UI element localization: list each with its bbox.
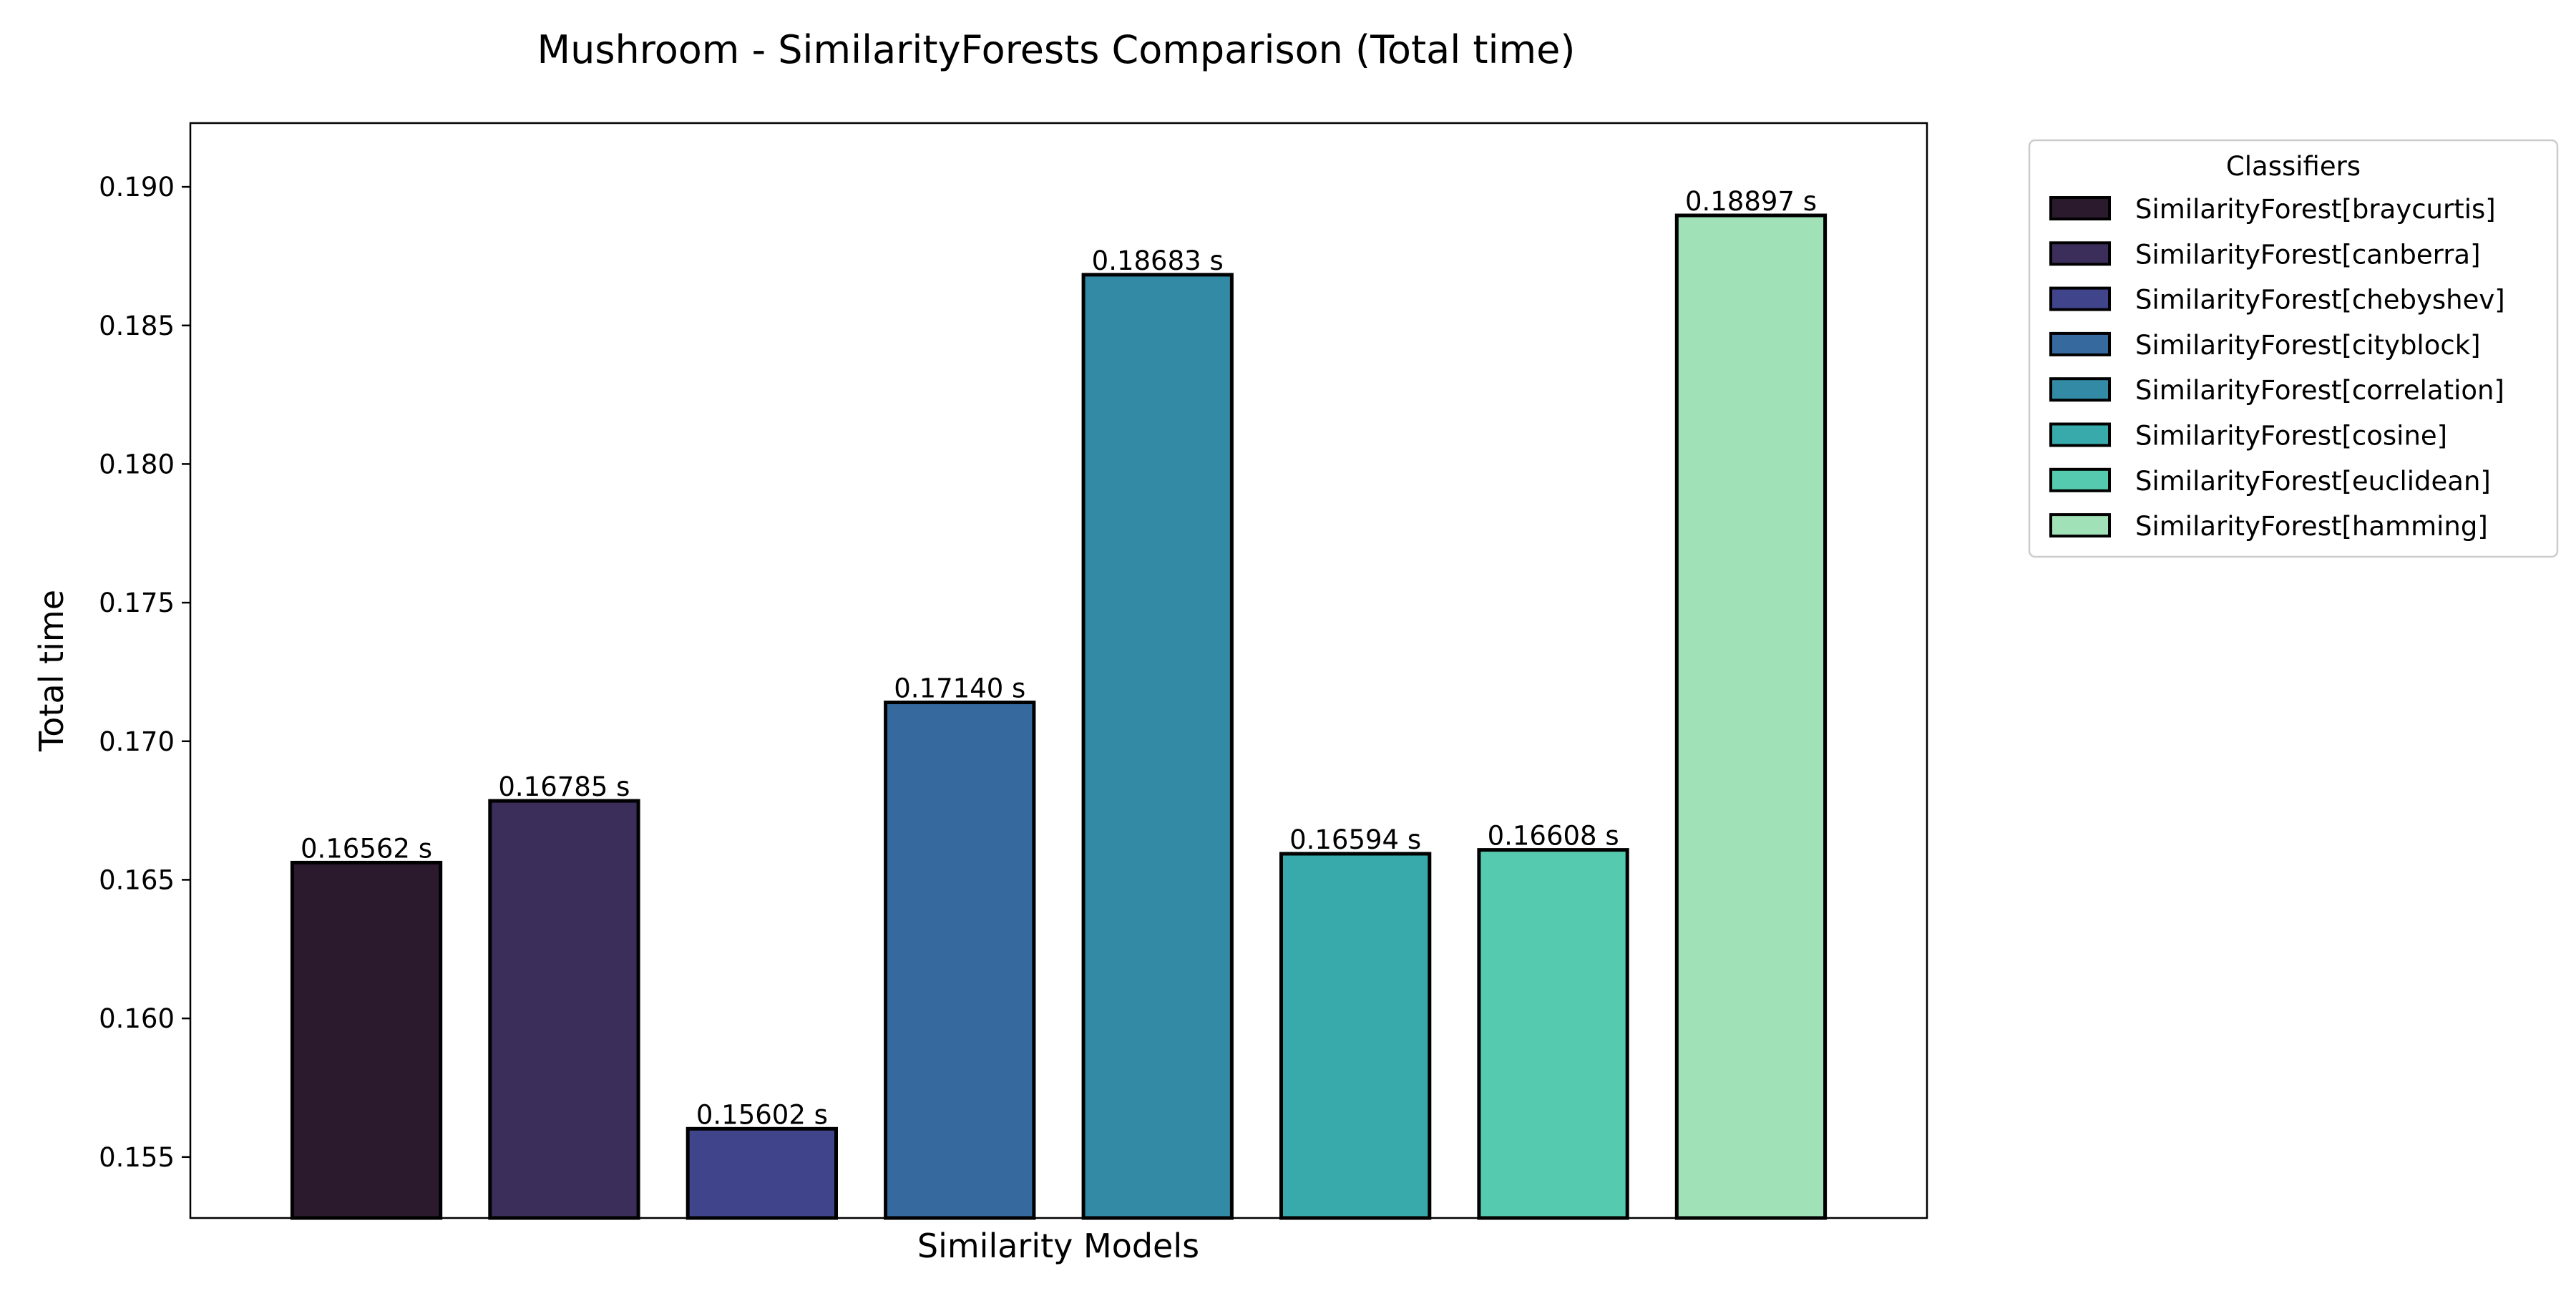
legend-swatch-5 (2049, 377, 2111, 402)
legend-label-2: SimilarityForest[canberra] (2135, 239, 2481, 270)
legend: Classifiers SimilarityForest[braycurtis]… (2028, 139, 2559, 558)
legend-swatch-4 (2049, 331, 2111, 356)
legend-label-7: SimilarityForest[euclidean] (2135, 466, 2491, 497)
data-label-6: 0.16594 s (1289, 824, 1421, 855)
legend-title: Classifiers (2226, 151, 2361, 182)
y-tick-label-2: 0.160 (99, 1003, 175, 1034)
y-tick-label-4: 0.170 (99, 726, 175, 757)
legend-label-3: SimilarityForest[chebyshev] (2135, 285, 2505, 316)
chart-title: Mushroom - SimilarityForests Comparison … (537, 27, 1576, 72)
y-tick-label-7: 0.185 (99, 311, 175, 341)
legend-swatch-7 (2049, 467, 2111, 492)
legend-label-6: SimilarityForest[cosine] (2135, 421, 2447, 452)
data-labels-layer: 0.16562 s 0.16785 s 0.15602 s 0.17140 s 0.18… (301, 186, 1817, 1130)
bar-4 (884, 701, 1036, 1220)
y-tick-label-3: 0.165 (99, 864, 175, 895)
bar-8 (1674, 213, 1828, 1220)
legend-swatch-8 (2049, 513, 2111, 538)
bar-6 (1279, 852, 1432, 1220)
legend-items: SimilarityForest[braycurtis] SimilarityFo… (2049, 194, 2505, 542)
data-label-4: 0.17140 s (894, 673, 1025, 704)
bar-3 (686, 1126, 839, 1220)
bar-1 (290, 860, 443, 1220)
bar-2 (488, 799, 640, 1220)
legend-swatch-2 (2049, 241, 2111, 266)
data-label-8: 0.18897 s (1685, 186, 1817, 217)
data-label-1: 0.16562 s (301, 833, 432, 864)
legend-label-1: SimilarityForest[braycurtis] (2135, 194, 2496, 225)
y-axis-label: Total time (32, 590, 71, 752)
data-label-3: 0.15602 s (696, 1099, 828, 1130)
y-tick-label-5: 0.175 (99, 588, 175, 618)
bars-layer (290, 213, 1828, 1220)
y-tick-label-6: 0.180 (99, 449, 175, 479)
legend-swatch-1 (2049, 196, 2111, 220)
legend-label-5: SimilarityForest[correlation] (2135, 375, 2504, 406)
legend-label-8: SimilarityForest[hamming] (2135, 511, 2488, 542)
bar-5 (1081, 273, 1234, 1220)
y-tick-label-8: 0.190 (99, 172, 175, 203)
x-axis-label: Similarity Models (917, 1227, 1199, 1265)
y-axis: 0.155 0.160 0.165 0.170 0.175 0.180 0.185 0.190 (99, 172, 190, 1173)
data-label-5: 0.18683 s (1092, 245, 1224, 276)
legend-swatch-3 (2049, 286, 2111, 311)
legend-swatch-6 (2049, 422, 2111, 447)
legend-label-4: SimilarityForest[cityblock] (2135, 330, 2481, 361)
bar-7 (1477, 848, 1629, 1220)
y-tick-label-1: 0.155 (99, 1142, 175, 1173)
data-label-2: 0.16785 s (498, 771, 630, 802)
legend-frame (2028, 139, 2559, 558)
plot-frame (189, 122, 1928, 1219)
data-label-7: 0.16608 s (1488, 821, 1619, 852)
